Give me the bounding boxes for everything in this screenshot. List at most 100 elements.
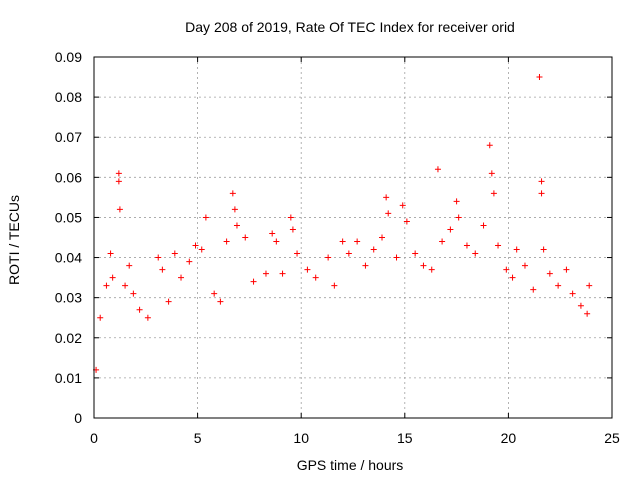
data-point (331, 282, 338, 289)
data-point (370, 246, 377, 253)
data-point (211, 290, 218, 297)
y-tick-label: 0.02 (55, 330, 82, 346)
data-point (279, 270, 286, 277)
data-point (563, 266, 570, 273)
x-tick-label: 15 (397, 430, 413, 446)
y-axis-label: ROTI / TECUs (6, 195, 22, 285)
data-point (229, 190, 236, 197)
x-tick-labels: 0 5 10 15 20 25 (90, 430, 620, 446)
data-point (428, 266, 435, 273)
data-point (171, 250, 178, 257)
data-point (540, 246, 547, 253)
data-point (455, 214, 462, 221)
x-tick-label: 20 (501, 430, 517, 446)
data-point (217, 298, 224, 305)
data-point (198, 246, 205, 253)
data-point (546, 270, 553, 277)
data-point (569, 290, 576, 297)
data-point (345, 250, 352, 257)
data-point (103, 282, 110, 289)
data-point (577, 302, 584, 309)
data-point (453, 198, 460, 205)
data-point (472, 250, 479, 257)
data-point (399, 202, 406, 209)
y-tick-label: 0.07 (55, 129, 82, 145)
data-point (115, 170, 122, 177)
data-point (122, 282, 129, 289)
grid-lines (94, 57, 612, 418)
data-point (509, 274, 516, 281)
y-tick-label: 0.09 (55, 49, 82, 65)
data-point (242, 234, 249, 241)
data-point (420, 262, 427, 269)
data-point (362, 262, 369, 269)
data-point (434, 166, 441, 173)
data-point (480, 222, 487, 229)
y-tick-label: 0.05 (55, 209, 82, 225)
data-point (202, 214, 209, 221)
y-tick-label: 0.06 (55, 169, 82, 185)
data-point (233, 222, 240, 229)
y-tick-label: 0.01 (55, 370, 82, 386)
data-point (447, 226, 454, 233)
data-point (393, 254, 400, 261)
axis-ticks (93, 56, 613, 419)
data-point (586, 282, 593, 289)
x-tick-label: 5 (194, 430, 202, 446)
data-point (385, 210, 392, 217)
x-tick-label: 10 (293, 430, 309, 446)
data-point (488, 170, 495, 177)
data-point (490, 190, 497, 197)
data-point (165, 298, 172, 305)
data-point (116, 206, 123, 213)
data-point (223, 238, 230, 245)
data-point (144, 314, 151, 321)
data-point (287, 214, 294, 221)
y-tick-label: 0.08 (55, 89, 82, 105)
data-point (439, 238, 446, 245)
x-axis-label: GPS time / hours (297, 457, 404, 473)
x-tick-label: 0 (90, 430, 98, 446)
data-point (521, 262, 528, 269)
data-point (536, 74, 543, 81)
data-points (93, 74, 593, 373)
data-point (495, 242, 502, 249)
data-point (486, 142, 493, 149)
data-point (273, 238, 280, 245)
data-point (354, 238, 361, 245)
data-point (513, 246, 520, 253)
data-point (584, 310, 591, 317)
x-tick-label: 25 (604, 430, 620, 446)
data-point (339, 238, 346, 245)
data-point (97, 314, 104, 321)
data-point (463, 242, 470, 249)
data-point (538, 178, 545, 185)
y-tick-label: 0 (74, 410, 82, 426)
data-point (503, 266, 510, 273)
data-point (289, 226, 296, 233)
plot-frame (93, 56, 613, 419)
data-point (250, 278, 257, 285)
chart-title: Day 208 of 2019, Rate Of TEC Index for r… (185, 19, 515, 35)
data-point (304, 266, 311, 273)
data-point (294, 250, 301, 257)
data-point (530, 286, 537, 293)
data-point (115, 178, 122, 185)
data-point (186, 258, 193, 265)
data-point (109, 274, 116, 281)
data-point (412, 250, 419, 257)
data-point (379, 234, 386, 241)
data-point (130, 290, 137, 297)
data-point (107, 250, 114, 257)
data-point (555, 282, 562, 289)
data-point (325, 254, 332, 261)
y-tick-labels: 0 0.01 0.02 0.03 0.04 0.05 0.06 0.07 0.08 0.09 (55, 49, 82, 426)
data-point (136, 306, 143, 313)
data-point (159, 266, 166, 273)
data-point (538, 190, 545, 197)
data-point (126, 262, 133, 269)
data-point (262, 270, 269, 277)
data-point (231, 206, 238, 213)
data-point (383, 194, 390, 201)
